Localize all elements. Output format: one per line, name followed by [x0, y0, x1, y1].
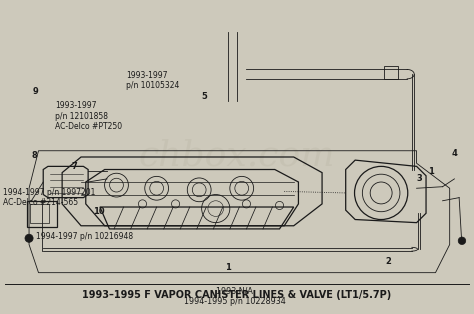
Text: 5: 5	[201, 92, 207, 100]
Text: 3: 3	[416, 174, 422, 183]
Text: 7: 7	[71, 162, 77, 171]
Text: 10: 10	[93, 207, 105, 216]
Text: chbox.com: chbox.com	[139, 138, 335, 172]
Text: 9: 9	[32, 87, 38, 96]
Bar	[383, 66, 398, 79]
Text: 1: 1	[428, 166, 434, 176]
Text: 1994-1997 p/n 1997201
AC-Delco #214-565: 1994-1997 p/n 1997201 AC-Delco #214-565	[3, 188, 95, 207]
Bar	[30, 204, 49, 223]
Bar	[27, 201, 57, 227]
Circle shape	[25, 234, 33, 242]
Text: 1994-1997 p/n 10216948: 1994-1997 p/n 10216948	[36, 232, 133, 241]
Text: 1993 N/A
1994-1995 p/n 10228934: 1993 N/A 1994-1995 p/n 10228934	[184, 286, 285, 306]
Text: 2: 2	[385, 257, 391, 266]
Text: 1993-1997
p/n 12101858
AC-Delco #PT250: 1993-1997 p/n 12101858 AC-Delco #PT250	[55, 101, 122, 131]
Text: 1993-1997
p/n 10105324: 1993-1997 p/n 10105324	[126, 71, 179, 90]
Text: 4: 4	[451, 149, 457, 158]
Text: 8: 8	[32, 151, 37, 160]
Text: 1993–1995 F VAPOR CANISTER LINES & VALVE (LT1/5.7P): 1993–1995 F VAPOR CANISTER LINES & VALVE…	[82, 290, 392, 300]
Text: 1: 1	[225, 263, 230, 273]
Circle shape	[458, 237, 466, 245]
